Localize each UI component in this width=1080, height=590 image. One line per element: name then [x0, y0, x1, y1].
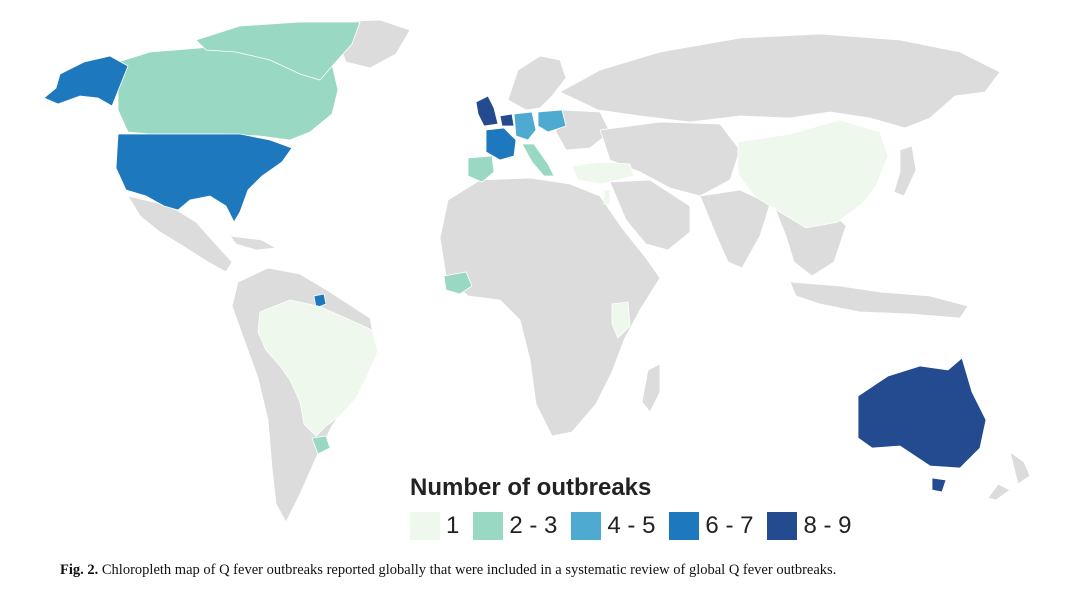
land-madagascar: [641, 363, 661, 413]
land-indonesia: [789, 281, 969, 319]
region-guinea: [443, 271, 473, 295]
land-eastern-europe: [555, 109, 611, 151]
region-france: [485, 127, 517, 161]
legend-label: 8 - 9: [803, 512, 852, 539]
choropleth: [43, 21, 987, 493]
legend-swatch: [473, 512, 504, 540]
legend-title: Number of outbreaks: [410, 474, 652, 501]
region-united-states: [115, 133, 293, 223]
legend-item: 1: [410, 512, 459, 540]
region-australia: [857, 357, 987, 493]
region-greenland: [195, 21, 361, 81]
region-brazil: [257, 299, 379, 437]
figure-caption: Fig. 2. Chloropleth map of Q fever outbr…: [60, 562, 1040, 579]
region-spain: [467, 155, 495, 183]
legend-label: 1: [446, 512, 460, 539]
land-russia: [559, 33, 1001, 129]
region-alaska: [43, 55, 129, 107]
legend-swatch: [767, 512, 798, 540]
region-poland: [537, 109, 567, 133]
region-kenya: [611, 301, 631, 339]
region-french-guiana: [313, 293, 327, 309]
legend-label: 6 - 7: [705, 512, 754, 539]
region-united-kingdom: [475, 95, 499, 127]
legend-swatch: [571, 512, 602, 540]
caption-label: Fig. 2.: [60, 562, 99, 578]
world-map: [43, 19, 1031, 523]
region-italy: [521, 143, 555, 177]
legend-item: 2 - 3: [473, 512, 557, 540]
legend-item: 4 - 5: [571, 512, 655, 540]
legend-label: 4 - 5: [607, 512, 656, 539]
legend-item: 8 - 9: [767, 512, 851, 540]
region-uruguay: [311, 435, 331, 455]
legend-item: 6 - 7: [669, 512, 753, 540]
region-china: [737, 119, 889, 229]
land-scandinavia: [507, 55, 567, 111]
land-caribbean: [229, 235, 278, 251]
legend-label: 2 - 3: [509, 512, 558, 539]
legend: 1 2 - 3 4 - 5 6 - 7 8 - 9: [410, 512, 865, 540]
land-new-zealand: [987, 451, 1031, 501]
caption-text: Chloropleth map of Q fever outbreaks rep…: [101, 562, 837, 578]
region-germany: [513, 111, 537, 141]
land-japan: [893, 145, 917, 197]
region-israel: [603, 189, 611, 205]
land-mexico: [127, 195, 233, 273]
region-netherlands: [499, 113, 515, 127]
land-india: [699, 189, 771, 269]
region-turkey: [571, 161, 635, 185]
legend-swatch: [669, 512, 700, 540]
legend-swatch: [410, 512, 440, 540]
land-africa: [439, 177, 661, 437]
land-arabia: [609, 179, 691, 251]
